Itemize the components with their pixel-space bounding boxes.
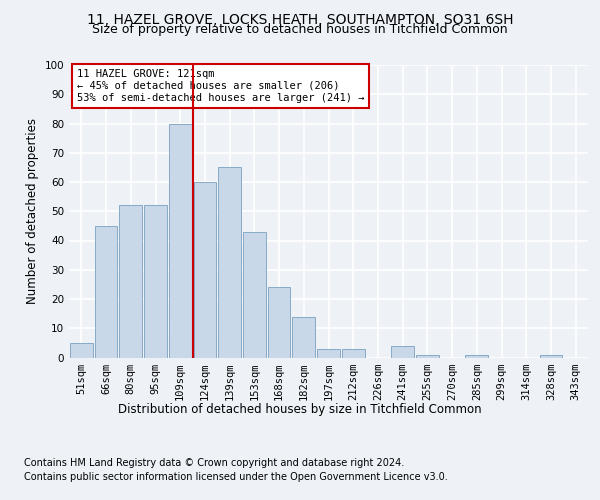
Bar [391,346,414,358]
Bar [70,343,93,357]
Bar [218,168,241,358]
Bar [243,232,266,358]
Bar [539,354,562,358]
Text: 11, HAZEL GROVE, LOCKS HEATH, SOUTHAMPTON, SO31 6SH: 11, HAZEL GROVE, LOCKS HEATH, SOUTHAMPTO… [87,12,513,26]
Text: Distribution of detached houses by size in Titchfield Common: Distribution of detached houses by size … [118,402,482,415]
Text: Size of property relative to detached houses in Titchfield Common: Size of property relative to detached ho… [92,22,508,36]
Bar [466,354,488,358]
Bar [317,348,340,358]
Text: 11 HAZEL GROVE: 121sqm
← 45% of detached houses are smaller (206)
53% of semi-de: 11 HAZEL GROVE: 121sqm ← 45% of detached… [77,70,364,102]
Text: Contains public sector information licensed under the Open Government Licence v3: Contains public sector information licen… [24,472,448,482]
Bar [169,124,191,358]
Bar [95,226,118,358]
Bar [268,288,290,358]
Text: Contains HM Land Registry data © Crown copyright and database right 2024.: Contains HM Land Registry data © Crown c… [24,458,404,468]
Bar [194,182,216,358]
Bar [416,354,439,358]
Bar [342,348,365,358]
Bar [144,206,167,358]
Bar [119,206,142,358]
Y-axis label: Number of detached properties: Number of detached properties [26,118,39,304]
Bar [292,316,315,358]
